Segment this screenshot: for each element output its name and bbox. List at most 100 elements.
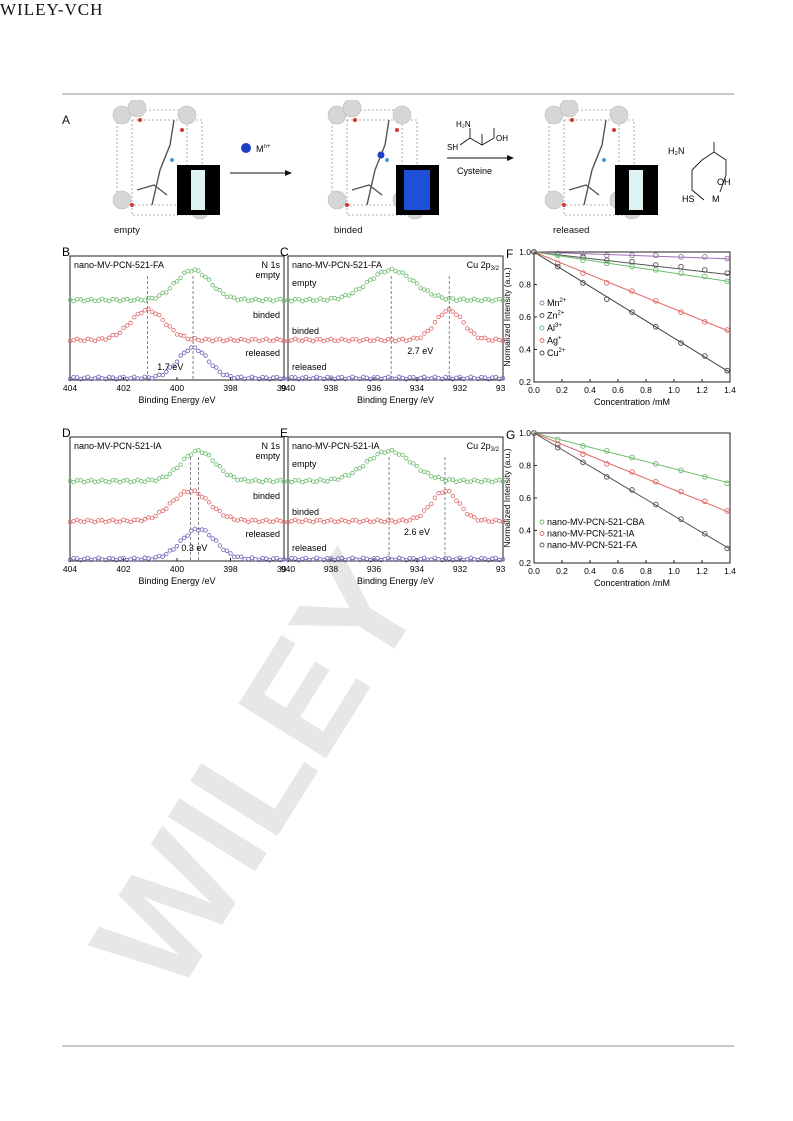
data-point <box>310 479 316 484</box>
data-point <box>346 338 352 344</box>
data-point <box>702 273 708 280</box>
data-point <box>346 376 352 381</box>
plot-subtitle: Cu 2p3/2 <box>467 260 500 272</box>
data-point <box>156 509 162 515</box>
data-point <box>217 508 222 514</box>
data-point <box>242 556 247 562</box>
data-point <box>274 478 280 483</box>
data-point <box>153 373 158 379</box>
data-point <box>555 260 561 267</box>
data-point <box>531 249 537 255</box>
data-point <box>724 327 730 333</box>
data-point <box>224 548 230 553</box>
data-point <box>278 477 283 483</box>
data-point <box>128 376 133 381</box>
data-point <box>629 263 635 270</box>
data-point <box>493 374 499 380</box>
x-tick-label: 396 <box>277 564 286 574</box>
data-point <box>271 375 276 380</box>
data-point <box>267 519 272 524</box>
data-point <box>404 376 409 382</box>
data-point <box>678 488 684 495</box>
legend-entry: nano-MV-PCN-521-FA <box>547 540 637 550</box>
data-point <box>443 297 448 302</box>
x-tick-label: 938 <box>324 564 338 574</box>
data-point <box>479 298 484 304</box>
swatch-binded <box>404 170 430 210</box>
data-point <box>400 270 405 275</box>
data-point <box>142 517 148 522</box>
data-point <box>160 508 165 514</box>
data-point <box>325 479 330 484</box>
data-point <box>361 284 366 290</box>
state-label-released: released <box>553 225 590 236</box>
cluster-node <box>327 190 347 210</box>
data-point <box>343 337 348 343</box>
oxygen-atom <box>353 118 357 122</box>
legend-entry: Al3+ <box>547 323 562 333</box>
data-point <box>629 252 635 258</box>
fit-line <box>533 251 731 276</box>
linker-chain <box>136 184 168 196</box>
x-tick-label: 936 <box>367 564 381 574</box>
data-point <box>454 375 459 380</box>
panel-letter-a: A <box>62 113 71 127</box>
data-point <box>364 556 370 561</box>
data-point <box>196 448 201 453</box>
data-point <box>468 374 473 380</box>
data-point <box>418 285 423 291</box>
data-point <box>389 266 395 272</box>
data-point <box>580 250 586 257</box>
x-tick-label: 0.2 <box>556 566 568 576</box>
data-point <box>142 555 148 560</box>
data-point <box>325 518 330 524</box>
data-point <box>85 478 91 484</box>
data-point <box>580 443 586 449</box>
data-point <box>350 291 355 296</box>
data-point <box>149 295 155 301</box>
data-point <box>110 477 115 483</box>
data-point <box>67 557 73 563</box>
data-point <box>436 556 441 562</box>
fit-line <box>533 432 731 514</box>
data-point <box>246 479 251 484</box>
data-point <box>472 296 477 301</box>
data-point <box>289 479 294 485</box>
data-point <box>171 363 176 368</box>
data-point <box>296 376 301 382</box>
data-point <box>99 517 105 523</box>
data-point <box>386 517 391 523</box>
data-point <box>490 375 495 380</box>
data-point <box>724 255 730 262</box>
data-point <box>461 320 466 325</box>
data-point <box>353 287 359 292</box>
data-point <box>486 376 491 382</box>
data-point <box>653 298 659 304</box>
data-point <box>228 373 233 379</box>
data-point <box>461 477 466 482</box>
data-point <box>167 548 173 553</box>
data-point <box>450 309 456 314</box>
data-point <box>164 369 169 375</box>
data-point <box>429 501 434 507</box>
data-point <box>107 374 112 380</box>
data-point <box>389 447 395 453</box>
data-point <box>328 556 334 561</box>
cysteine-sh: SH <box>447 143 458 152</box>
data-point <box>203 496 208 501</box>
data-point <box>71 338 76 343</box>
data-point <box>411 375 416 380</box>
data-point <box>325 374 330 380</box>
swatch-empty <box>191 170 205 210</box>
plot-frame <box>69 436 285 562</box>
data-point <box>156 312 162 318</box>
x-tick-label: 396 <box>277 383 286 393</box>
data-point <box>149 309 155 315</box>
data-point <box>117 298 123 304</box>
data-point <box>82 298 87 304</box>
data-point <box>378 518 384 524</box>
data-point <box>78 557 83 563</box>
data-point <box>135 311 140 317</box>
data-point <box>82 375 87 380</box>
